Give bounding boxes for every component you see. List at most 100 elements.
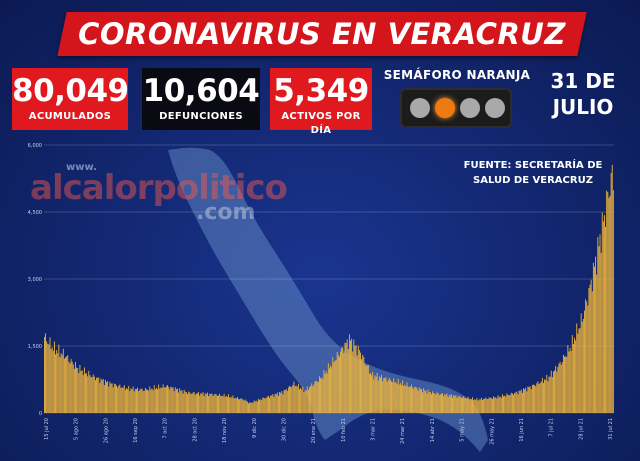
bar	[305, 390, 307, 413]
light-3	[460, 98, 480, 118]
bar	[564, 356, 565, 413]
bar	[213, 394, 215, 413]
bar	[214, 393, 216, 413]
bar	[561, 362, 563, 413]
bar	[250, 402, 252, 413]
bar	[360, 352, 361, 413]
bar	[256, 401, 258, 413]
bar	[492, 398, 493, 413]
x-tick-label: 5 ago 20	[74, 418, 80, 440]
bar	[496, 398, 498, 413]
bar	[329, 368, 330, 413]
bar	[576, 323, 578, 413]
bar	[72, 364, 74, 413]
bar	[367, 364, 369, 413]
bar	[251, 402, 253, 413]
bar	[56, 350, 58, 413]
bar	[132, 386, 134, 413]
bar	[58, 344, 60, 413]
data-source-line1: FUENTE: SECRETARÍA DE	[463, 160, 603, 171]
bar	[253, 400, 255, 413]
bar	[480, 397, 482, 413]
bar	[279, 392, 280, 413]
y-tick-label: 1,500	[28, 344, 42, 350]
bar	[177, 388, 178, 413]
y-tick-label: 3,000	[28, 277, 42, 283]
bar	[611, 164, 613, 413]
bar	[505, 396, 507, 413]
bar	[240, 398, 242, 413]
bar	[352, 351, 354, 413]
bar	[488, 397, 490, 413]
bar	[431, 394, 432, 413]
bar	[363, 356, 365, 413]
bar	[143, 390, 145, 413]
bar	[326, 373, 328, 413]
bar	[158, 384, 160, 413]
bar	[108, 386, 110, 413]
bar	[393, 378, 395, 413]
bar	[80, 371, 82, 413]
bar	[468, 399, 470, 413]
bar	[258, 398, 259, 413]
bar	[523, 388, 524, 413]
semaforo-label: SEMÁFORO NARANJA	[383, 68, 531, 82]
bar	[511, 393, 513, 413]
bar	[558, 363, 560, 413]
bar	[399, 383, 401, 413]
bar	[519, 390, 521, 413]
bar	[184, 391, 186, 413]
bar	[380, 377, 381, 413]
bar	[46, 341, 48, 413]
bar	[260, 399, 262, 413]
bar	[498, 397, 500, 413]
bar	[516, 391, 518, 413]
bar	[443, 396, 445, 413]
bar	[376, 372, 378, 413]
bar	[103, 385, 105, 413]
bar	[275, 394, 277, 413]
bar	[310, 386, 312, 413]
x-tick-label: 16 jun 21	[519, 418, 525, 442]
stat-acumulados-label: ACUMULADOS	[28, 111, 112, 122]
bar	[565, 356, 567, 413]
bar	[210, 393, 212, 413]
light-2-active	[435, 98, 455, 118]
bar	[90, 376, 92, 413]
bar	[425, 390, 427, 413]
bar	[520, 389, 522, 413]
bar	[95, 380, 96, 413]
watermark-com: .com	[196, 200, 256, 225]
bar	[325, 371, 327, 413]
bar	[418, 387, 420, 413]
bar	[149, 386, 151, 413]
bar	[429, 392, 431, 413]
bar	[489, 397, 491, 413]
bar	[79, 364, 81, 413]
report-date-line1: 31 DE	[550, 69, 616, 93]
bar	[71, 361, 73, 413]
bar	[515, 392, 517, 413]
bar	[138, 391, 140, 413]
bar	[126, 388, 127, 413]
bar	[472, 397, 473, 413]
bar	[98, 377, 100, 413]
bar	[78, 373, 80, 413]
bar	[317, 381, 319, 413]
bar	[44, 337, 45, 413]
bar	[361, 359, 363, 413]
bar	[91, 377, 93, 413]
bar	[497, 395, 499, 413]
bar	[454, 395, 456, 413]
bar	[405, 386, 407, 413]
bar	[224, 396, 226, 413]
bar	[266, 396, 268, 413]
x-tick-label: 9 dic 20	[252, 418, 258, 438]
bar	[590, 279, 592, 413]
bar	[156, 387, 157, 413]
bar	[77, 367, 79, 413]
bar	[111, 383, 113, 413]
bar	[397, 379, 399, 413]
bar	[508, 395, 510, 413]
bar	[479, 399, 481, 413]
